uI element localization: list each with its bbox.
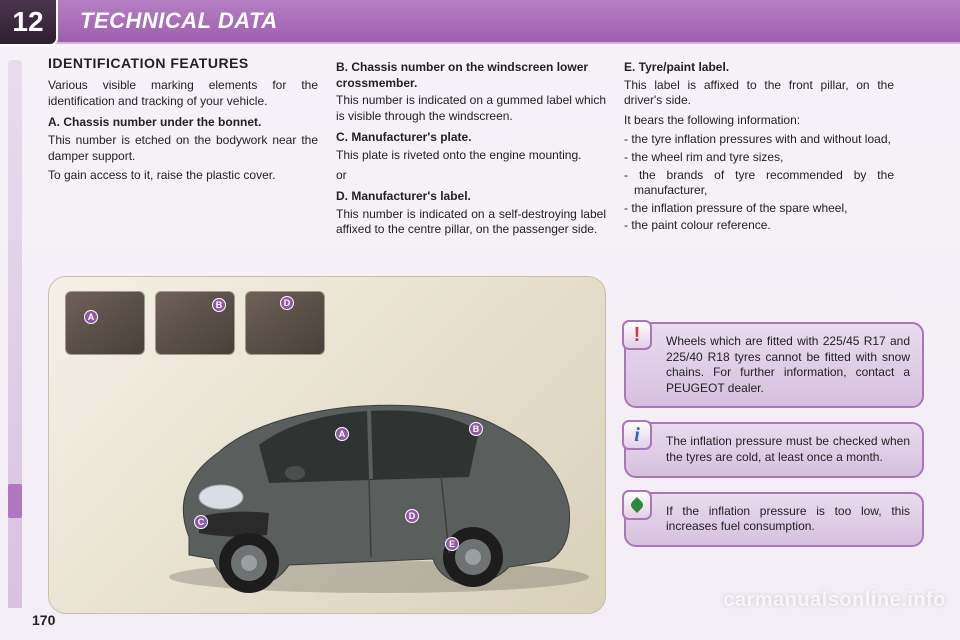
warning-text: Wheels which are fitted with 225/45 R17 … [666, 334, 910, 395]
car-label-e: E [445, 537, 459, 551]
chapter-badge: 12 [0, 0, 58, 46]
warning-icon: ! [622, 320, 652, 350]
eco-box: If the inflation pressure is too low, th… [624, 492, 924, 547]
eco-icon [622, 490, 652, 520]
intro-text: Various visible marking elements for the… [48, 78, 318, 109]
text-b: This number is indicated on a gummed lab… [336, 93, 606, 124]
car-label-d: D [405, 509, 419, 523]
content-area: IDENTIFICATION FEATURES Various visible … [48, 54, 948, 634]
list-item: the paint colour reference. [624, 218, 894, 234]
text-e-1: This label is affixed to the front pilla… [624, 78, 894, 109]
info-icon: i [622, 420, 652, 450]
heading-b: B. Chassis number on the windscreen lowe… [336, 60, 606, 91]
text-or: or [336, 168, 606, 184]
info-column: ! Wheels which are fitted with 225/45 R1… [624, 322, 924, 561]
tyre-label-list: the tyre inflation pressures with and wi… [624, 132, 894, 234]
text-a-2: To gain access to it, raise the plastic … [48, 168, 318, 184]
section-heading-identification: IDENTIFICATION FEATURES [48, 54, 318, 72]
text-e-2: It bears the following information: [624, 113, 894, 129]
list-item: the wheel rim and tyre sizes, [624, 150, 894, 166]
column-2: B. Chassis number on the windscreen lowe… [336, 54, 606, 242]
text-d: This number is indicated on a self-destr… [336, 207, 606, 238]
car-label-c: C [194, 515, 208, 529]
left-accent-tab [8, 484, 22, 518]
heading-c: C. Manufacturer's plate. [336, 130, 606, 146]
info-box: i The inflation pressure must be checked… [624, 422, 924, 477]
text-columns: IDENTIFICATION FEATURES Various visible … [48, 54, 948, 242]
eco-text: If the inflation pressure is too low, th… [666, 504, 910, 534]
info-text: The inflation pressure must be checked w… [666, 434, 910, 464]
text-c: This plate is riveted onto the engine mo… [336, 148, 606, 164]
heading-d: D. Manufacturer's label. [336, 189, 606, 205]
heading-a: A. Chassis number under the bonnet. [48, 115, 318, 131]
manual-page: TECHNICAL DATA 12 170 IDENTIFICATION FEA… [0, 0, 960, 640]
identification-illustration: A B D [48, 276, 606, 614]
list-item: the inflation pressure of the spare whee… [624, 201, 894, 217]
car-svg [49, 277, 606, 614]
list-item: the tyre inflation pressures with and wi… [624, 132, 894, 148]
column-1: IDENTIFICATION FEATURES Various visible … [48, 54, 318, 242]
column-3: E. Tyre/paint label. This label is affix… [624, 54, 894, 242]
text-a-1: This number is etched on the bodywork ne… [48, 133, 318, 164]
heading-e: E. Tyre/paint label. [624, 60, 894, 76]
car-label-a: A [335, 427, 349, 441]
left-accent-stripe [8, 60, 22, 608]
list-item: the brands of tyre recommended by the ma… [624, 168, 894, 199]
warning-box: ! Wheels which are fitted with 225/45 R1… [624, 322, 924, 408]
header-bar: TECHNICAL DATA [0, 0, 960, 44]
header-title: TECHNICAL DATA [80, 8, 278, 34]
car-label-b: B [469, 422, 483, 436]
